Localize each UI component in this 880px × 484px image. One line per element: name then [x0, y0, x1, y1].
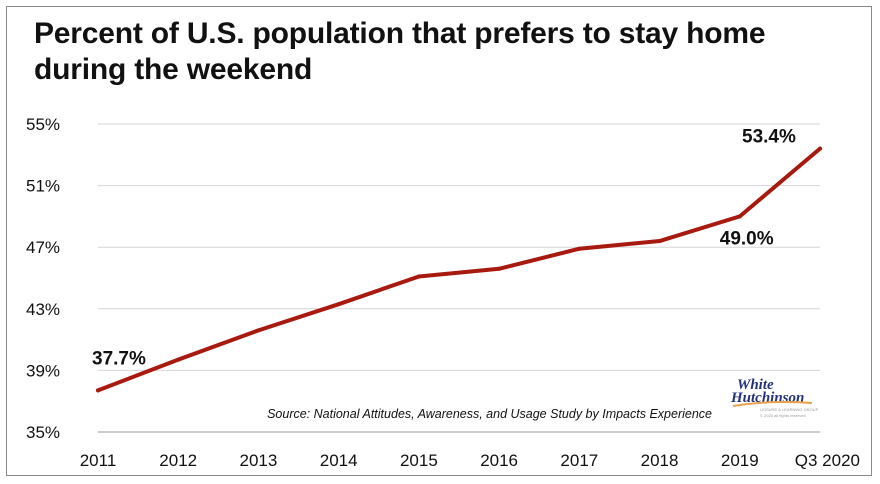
data-point: [256, 328, 261, 333]
x-tick-label: 2016: [480, 451, 518, 470]
y-tick-label: 47%: [26, 238, 60, 257]
x-tick-label: 2019: [721, 451, 759, 470]
gridlines: [98, 123, 820, 433]
data-label: 49.0%: [720, 228, 774, 249]
x-tick-label: 2011: [80, 451, 117, 470]
series-group: [96, 146, 822, 393]
x-tick-label: 2013: [240, 451, 278, 470]
logo-tagline: LEISURE & LEARNING GROUP: [760, 407, 819, 412]
white-hutchinson-logo: White Hutchinson LEISURE & LEARNING GROU…: [730, 377, 819, 418]
data-label: 53.4%: [742, 127, 796, 148]
data-point: [416, 274, 421, 279]
y-axis-ticks: 55% 51% 47% 43% 39% 35%: [26, 115, 60, 442]
y-tick-label: 51%: [26, 177, 60, 196]
y-tick-label: 35%: [26, 423, 60, 442]
data-point: [818, 146, 822, 151]
x-tick-label: Q3 2020: [795, 451, 860, 470]
data-point: [336, 302, 341, 307]
x-axis-ticks: 2011 2012 2013 2014 2015 2016 2017 2018 2019 Q3 2…: [80, 451, 860, 470]
y-tick-label: 55%: [26, 115, 60, 134]
logo-swoosh: [732, 401, 813, 407]
chart-title: Percent of U.S. population that prefers …: [34, 17, 766, 86]
x-tick-label: 2017: [560, 451, 598, 470]
data-point: [577, 246, 582, 251]
data-point: [176, 357, 181, 362]
logo-text-hutchinson: Hutchinson: [730, 390, 804, 406]
x-tick-label: 2015: [400, 451, 438, 470]
logo-rights: © 2020 all rights reserved: [760, 413, 806, 418]
x-tick-label: 2014: [320, 451, 358, 470]
data-point: [657, 239, 662, 244]
data-point: [96, 388, 100, 393]
y-tick-label: 43%: [26, 300, 60, 319]
data-label: 37.7%: [92, 348, 146, 369]
data-point: [497, 266, 502, 271]
source-note: Source: National Attitudes, Awareness, a…: [267, 407, 712, 421]
x-tick-label: 2012: [159, 451, 197, 470]
data-labels: 37.7% 49.0% 53.4%: [92, 127, 796, 370]
x-tick-label: 2018: [641, 451, 679, 470]
series-line: [96, 146, 822, 393]
data-point: [737, 214, 742, 219]
logo-text-white: White: [737, 377, 774, 393]
chart-frame: [6, 6, 872, 476]
y-tick-label: 39%: [26, 361, 60, 380]
